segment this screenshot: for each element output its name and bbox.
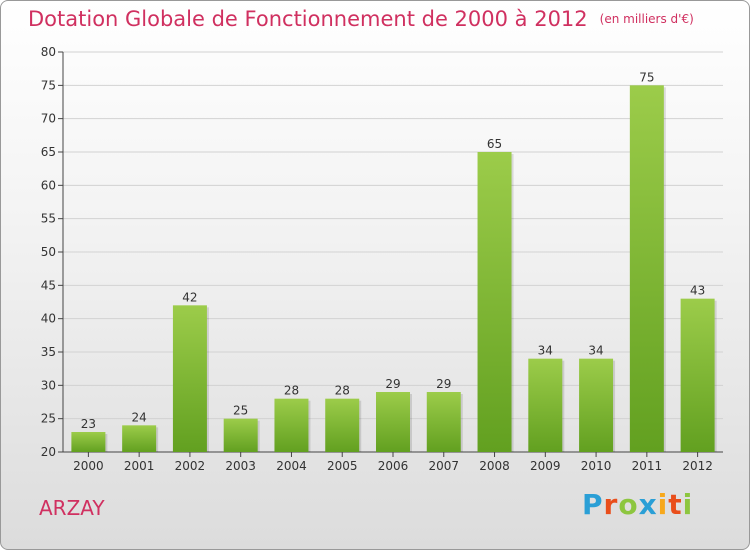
bar-2000 — [71, 432, 106, 452]
y-tick-label: 80 — [41, 45, 56, 59]
x-tick-label-2008: 2008 — [479, 459, 510, 473]
x-tick-label-2001: 2001 — [124, 459, 155, 473]
data-label-2006: 29 — [385, 377, 400, 391]
x-tick-label-2000: 2000 — [73, 459, 104, 473]
x-tick-label-2005: 2005 — [327, 459, 358, 473]
logo-letter: o — [618, 488, 639, 521]
bar-2006 — [376, 392, 410, 452]
bar-2011 — [629, 85, 664, 452]
x-tick-label-2002: 2002 — [175, 459, 206, 473]
x-tick-label-2010: 2010 — [581, 459, 612, 473]
data-label-2001: 24 — [132, 410, 147, 424]
logo-letter: t — [668, 488, 683, 521]
logo-letter: i — [657, 488, 669, 521]
y-tick-label: 20 — [41, 445, 56, 459]
x-tick-label-2003: 2003 — [225, 459, 256, 473]
y-tick-label: 50 — [41, 245, 56, 259]
commune-name: ARZAY — [39, 496, 105, 520]
bar-2010 — [579, 358, 614, 452]
x-tick-label-2009: 2009 — [530, 459, 561, 473]
data-label-2012: 43 — [690, 284, 705, 298]
bar-2009 — [528, 358, 563, 452]
bar-2012 — [680, 298, 715, 452]
chart-title-text: Dotation Globale de Fonctionnement de 20… — [28, 7, 588, 31]
data-label-2000: 23 — [81, 417, 96, 431]
x-tick-label-2012: 2012 — [682, 459, 713, 473]
data-label-2004: 28 — [284, 384, 299, 398]
bar-2001 — [122, 425, 157, 452]
data-label-2002: 42 — [182, 290, 197, 304]
logo-letter: x — [638, 488, 658, 521]
y-tick-label: 70 — [41, 112, 56, 126]
y-tick-label: 65 — [41, 145, 56, 159]
data-label-2008: 65 — [487, 137, 502, 151]
y-tick-label: 60 — [41, 178, 56, 192]
chart-subtitle: (en milliers d'€) — [599, 12, 694, 26]
bar-2002 — [172, 305, 207, 452]
y-tick-label: 55 — [41, 212, 56, 226]
x-tick-label-2011: 2011 — [632, 459, 663, 473]
logo-letter: i — [682, 488, 694, 521]
bars — [71, 85, 717, 452]
data-label-2009: 34 — [538, 344, 553, 358]
logo-letter: r — [603, 488, 619, 521]
data-label-2007: 29 — [436, 377, 451, 391]
data-label-2010: 34 — [588, 344, 603, 358]
bar-2008 — [477, 152, 512, 452]
y-tick-label: 45 — [41, 278, 56, 292]
x-tick-label-2004: 2004 — [276, 459, 307, 473]
data-label-2011: 75 — [639, 70, 654, 84]
bar-2005 — [325, 398, 360, 452]
y-tick-label: 30 — [41, 378, 56, 392]
x-tick-label-2006: 2006 — [378, 459, 409, 473]
logo-letter: P — [582, 488, 604, 521]
data-label-2005: 28 — [335, 384, 350, 398]
bar-2007 — [426, 392, 461, 452]
proxiti-logo: Proxiti — [582, 488, 693, 521]
x-tick-label-2007: 2007 — [428, 459, 459, 473]
labels: 23 2000 24 2001 42 2002 25 2003 28 2004 28 2005 29 20… — [73, 70, 713, 473]
y-tick-label: 35 — [41, 345, 56, 359]
y-tick-label: 75 — [41, 78, 56, 92]
y-tick-label: 25 — [41, 412, 56, 426]
chart-title: Dotation Globale de Fonctionnement de 20… — [28, 7, 694, 31]
data-label-2003: 25 — [233, 404, 248, 418]
y-tick-label: 40 — [41, 312, 56, 326]
bar-2003 — [223, 418, 258, 452]
bar-2004 — [274, 398, 309, 452]
